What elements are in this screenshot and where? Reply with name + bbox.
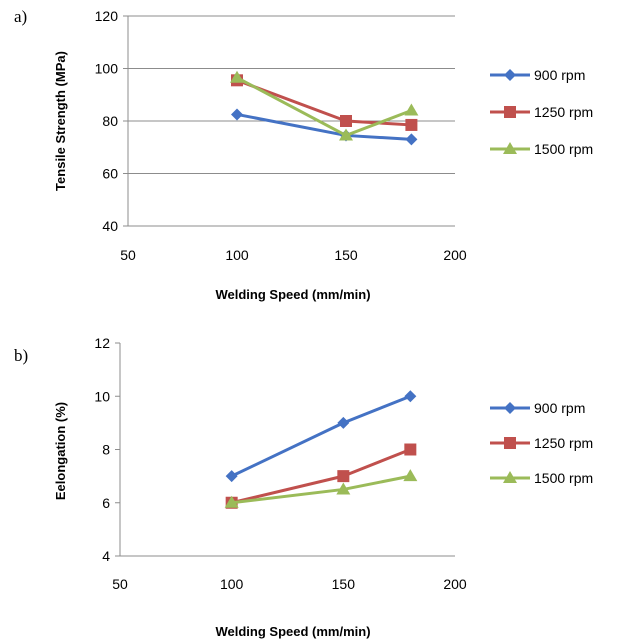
y-tick-label: 100 — [95, 61, 119, 77]
legend-label: 1500 rpm — [534, 470, 593, 486]
x-tick-label: 200 — [443, 247, 467, 263]
x-tick-label: 100 — [220, 576, 244, 592]
x-tick-label: 150 — [334, 247, 358, 263]
series-line-1500-rpm — [236, 76, 412, 137]
y-axis-title-a: Tensile Strength (MPa) — [53, 51, 68, 191]
y-tick-label: 4 — [102, 548, 110, 564]
legend-marker — [503, 471, 517, 483]
panel-label-b: b) — [14, 346, 28, 365]
legend-a: 900 rpm 1250 rpm 1500 rpm — [490, 67, 593, 157]
legend-marker — [503, 142, 517, 154]
x-tick-label: 100 — [225, 247, 249, 263]
panel-label-a: a) — [14, 7, 27, 26]
legend-label: 1500 rpm — [534, 141, 593, 157]
data-point-900-rpm — [231, 108, 243, 121]
legend-b: 900 rpm 1250 rpm 1500 rpm — [490, 400, 593, 486]
legend-marker — [504, 402, 516, 414]
y-tick-label: 40 — [102, 218, 118, 234]
series-line-1250-rpm — [231, 448, 411, 505]
legend-item-1250-rpm: 1250 rpm — [490, 435, 593, 451]
axes-b — [115, 342, 455, 557]
data-point-1250-rpm — [337, 470, 350, 483]
data-point-1250-rpm — [404, 443, 417, 456]
y-tick-labels-b: 4 6 8 10 12 — [94, 335, 110, 564]
chart-b: b) 4 6 8 10 12 50 100 150 200 Eelongation (%) W… — [14, 335, 593, 639]
x-tick-label: 50 — [120, 247, 136, 263]
legend-label: 900 rpm — [534, 67, 585, 83]
y-tick-label: 8 — [102, 442, 110, 458]
legend-marker — [504, 106, 516, 118]
x-axis-title-a: Welding Speed (mm/min) — [215, 287, 370, 302]
series-a — [230, 70, 419, 146]
legend-item-1500-rpm: 1500 rpm — [490, 141, 593, 157]
chart-a: a) 40 60 80 100 120 50 100 150 200 Tensile Stre… — [14, 7, 593, 302]
legend-item-1500-rpm: 1500 rpm — [490, 470, 593, 486]
legend-label: 900 rpm — [534, 400, 585, 416]
y-tick-label: 120 — [95, 8, 119, 24]
legend-marker — [504, 69, 516, 81]
series-b — [224, 390, 418, 509]
x-tick-label: 50 — [112, 576, 128, 592]
data-point-1250-rpm — [340, 115, 352, 127]
legend-item-900-rpm: 900 rpm — [490, 400, 585, 416]
data-point-900-rpm — [405, 133, 418, 146]
data-point-1500-rpm — [224, 495, 239, 508]
series-line-900-rpm — [236, 112, 412, 141]
legend-item-900-rpm: 900 rpm — [490, 67, 585, 83]
legend-label: 1250 rpm — [534, 435, 593, 451]
x-tick-label: 150 — [332, 576, 356, 592]
y-tick-label: 60 — [102, 166, 118, 182]
data-point-1250-rpm — [405, 118, 418, 131]
x-tick-labels-a: 50 100 150 200 — [120, 247, 467, 263]
data-point-1500-rpm — [403, 469, 418, 482]
y-tick-label: 80 — [102, 113, 118, 129]
data-point-900-rpm — [225, 470, 238, 483]
data-point-900-rpm — [337, 416, 350, 429]
grid-a — [128, 15, 455, 174]
legend-label: 1250 rpm — [534, 104, 593, 120]
data-point-1500-rpm — [336, 482, 351, 495]
x-axis-title-b: Welding Speed (mm/min) — [215, 624, 370, 639]
x-tick-label: 200 — [443, 576, 467, 592]
legend-marker — [504, 437, 516, 449]
legend-item-1250-rpm: 1250 rpm — [490, 104, 593, 120]
data-point-1500-rpm — [230, 70, 244, 83]
y-tick-labels-a: 40 60 80 100 120 — [95, 8, 119, 234]
y-tick-label: 6 — [102, 495, 110, 511]
axes-a — [123, 15, 455, 227]
data-point-1500-rpm — [404, 103, 419, 116]
data-point-900-rpm — [404, 390, 417, 403]
y-axis-title-b: Eelongation (%) — [53, 402, 68, 500]
y-tick-label: 10 — [94, 388, 110, 404]
data-point-1500-rpm — [339, 128, 353, 141]
x-tick-labels-b: 50 100 150 200 — [112, 576, 467, 592]
series-line-900-rpm — [231, 394, 411, 478]
y-tick-label: 12 — [94, 335, 110, 351]
